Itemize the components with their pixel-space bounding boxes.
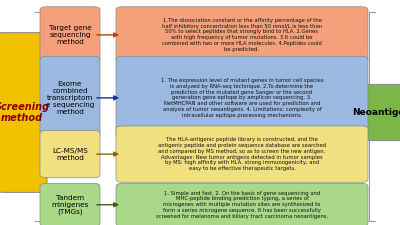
Text: Exome
combined
transcriptom
e sequencing
method: Exome combined transcriptom e sequencing…	[46, 81, 94, 115]
FancyBboxPatch shape	[40, 130, 100, 178]
Text: Tandem
minigenes
(TMGs): Tandem minigenes (TMGs)	[51, 194, 89, 215]
FancyBboxPatch shape	[116, 7, 368, 63]
FancyBboxPatch shape	[116, 126, 368, 182]
FancyBboxPatch shape	[40, 56, 100, 140]
Text: Screening
method: Screening method	[0, 102, 50, 123]
Text: The HLA-antigenic peptide library is constructed, and the
antigenic peptide and : The HLA-antigenic peptide library is con…	[158, 137, 326, 171]
FancyBboxPatch shape	[40, 7, 100, 63]
Text: 1. Simple and fast. 2. On the basis of gene sequencing and
MHC-peptide binding p: 1. Simple and fast. 2. On the basis of g…	[156, 191, 328, 219]
Text: Target gene
sequencing
method: Target gene sequencing method	[49, 25, 91, 45]
FancyBboxPatch shape	[0, 33, 47, 192]
Text: 1. The expression level of mutant genes in tumor cell species
is analyzed by RNA: 1. The expression level of mutant genes …	[161, 78, 323, 118]
Text: 1.The dissociation constant or the affinity percentage of the
half inhibitory co: 1.The dissociation constant or the affin…	[162, 18, 322, 52]
FancyBboxPatch shape	[40, 183, 100, 225]
FancyBboxPatch shape	[364, 84, 400, 141]
Text: LC-MS/MS
method: LC-MS/MS method	[52, 148, 88, 161]
FancyBboxPatch shape	[116, 183, 368, 225]
FancyBboxPatch shape	[116, 56, 368, 140]
Text: Neoantigens: Neoantigens	[353, 108, 400, 117]
